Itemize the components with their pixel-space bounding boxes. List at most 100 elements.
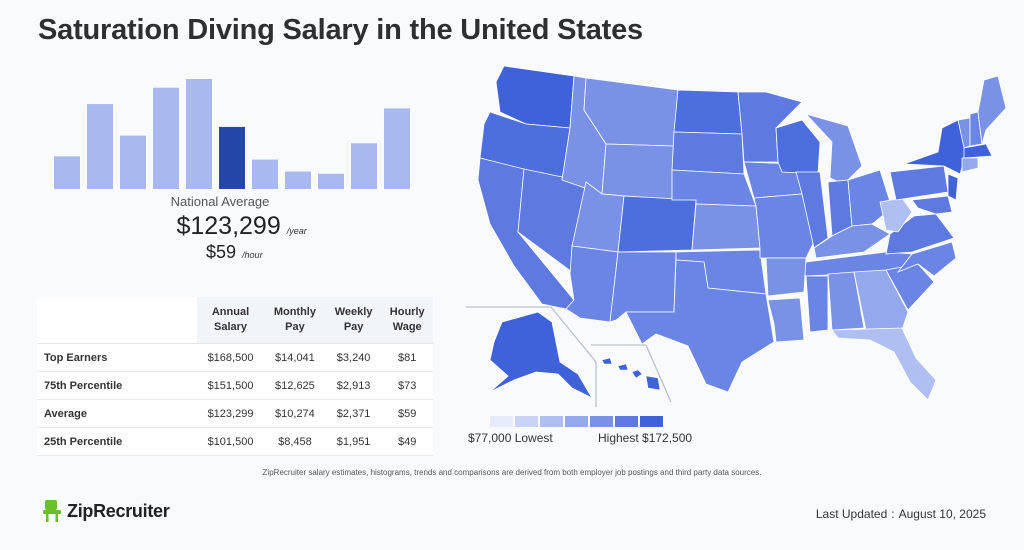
state-connecticut — [961, 157, 979, 173]
state-alaska — [489, 311, 594, 399]
histogram-bar — [120, 135, 146, 189]
state-pennsylvania — [889, 165, 949, 201]
cell-weekly: $2,371 — [325, 399, 382, 428]
row-label: 25th Percentile — [37, 427, 197, 456]
histogram-bar-national-average — [219, 126, 245, 189]
histogram-bar — [351, 143, 377, 189]
state-maryland — [911, 195, 953, 215]
histogram-bar — [186, 79, 212, 189]
state-kentucky — [813, 223, 891, 259]
state-arkansas — [765, 257, 807, 297]
cell-annual: $151,500 — [197, 371, 265, 400]
cell-weekly: $1,951 — [325, 427, 382, 456]
disclaimer-text: ZipRecruiter salary estimates, histogram… — [262, 468, 762, 477]
row-label: 75th Percentile — [37, 371, 197, 400]
state-massachusetts — [963, 143, 993, 159]
legend-swatch — [590, 416, 613, 427]
legend-swatch — [615, 416, 638, 427]
legend-low-label: $77,000 Lowest — [468, 431, 553, 445]
us-salary-map — [466, 65, 1006, 407]
histogram-bar — [318, 173, 344, 189]
state-kansas — [691, 203, 761, 251]
state-maine — [977, 75, 1006, 145]
state-wisconsin — [775, 119, 821, 175]
histogram-bar — [252, 159, 278, 189]
state-wyoming — [601, 143, 675, 201]
page-title: Saturation Diving Salary in the United S… — [38, 14, 643, 46]
legend-swatch — [515, 416, 538, 427]
inset-border-hawaii — [591, 344, 672, 403]
header-monthly-pay: Monthly Pay — [264, 297, 326, 344]
histogram-bar — [153, 87, 179, 189]
last-updated-separator: : — [891, 507, 895, 521]
cell-annual: $168,500 — [197, 343, 265, 372]
state-louisiana — [767, 297, 805, 343]
last-updated-date: August 10, 2025 — [898, 507, 986, 521]
row-label: Top Earners — [37, 343, 197, 372]
state-texas — [625, 259, 775, 393]
ziprecruiter-logo[interactable]: ZipRecruiter — [42, 499, 170, 523]
cell-hourly: $81 — [381, 343, 433, 372]
cell-monthly: $8,458 — [264, 427, 326, 456]
state-new-jersey — [947, 173, 959, 201]
hourly-unit: /hour — [242, 250, 263, 260]
histogram-bar — [87, 104, 113, 189]
cell-weekly: $2,913 — [325, 371, 382, 400]
national-hourly-amount: $59 — [206, 242, 237, 262]
cell-hourly: $59 — [381, 399, 433, 428]
legend-swatch — [490, 416, 513, 427]
table-row: 75th Percentile $151,500 $12,625 $2,913 … — [37, 371, 433, 400]
legend-swatch — [540, 416, 563, 427]
salary-table: Annual Salary Monthly Pay Weekly Pay Hourly… — [37, 297, 433, 456]
row-label: Average — [37, 399, 197, 428]
state-new-york — [903, 119, 967, 175]
state-north-dakota — [673, 89, 743, 135]
state-north-carolina — [896, 241, 957, 277]
state-florida — [831, 327, 937, 401]
state-georgia — [853, 269, 909, 331]
last-updated-label: Last Updated — [815, 507, 888, 521]
cell-hourly: $73 — [381, 371, 433, 400]
cell-hourly: $49 — [381, 427, 433, 456]
cell-annual: $101,500 — [197, 427, 265, 456]
cell-monthly: $12,625 — [264, 371, 326, 400]
state-mississippi — [805, 275, 829, 333]
annual-unit: /year — [286, 226, 307, 236]
state-ohio — [847, 169, 893, 227]
histogram-bar — [285, 171, 311, 189]
histogram-bar — [384, 108, 410, 189]
national-annual: $123,299/year — [120, 212, 360, 241]
header-hourly-wage: Hourly Wage — [381, 297, 433, 344]
salary-histogram — [54, 79, 410, 189]
header-annual-salary: Annual Salary — [197, 297, 265, 344]
cell-weekly: $3,240 — [325, 343, 382, 372]
last-updated: Last Updated: August 10, 2025 — [814, 507, 988, 521]
table-row: Average $123,299 $10,274 $2,371 $59 — [37, 399, 433, 428]
header-weekly-pay: Weekly Pay — [325, 297, 382, 344]
state-virginia — [885, 213, 955, 255]
histogram-bar — [54, 156, 80, 189]
state-arizona — [565, 245, 619, 323]
legend-swatch — [640, 416, 663, 427]
inset-border-alaska — [466, 306, 597, 407]
legend-swatch — [565, 416, 588, 427]
cell-annual: $123,299 — [197, 399, 265, 428]
table-row: Top Earners $168,500 $14,041 $3,240 $81 — [37, 343, 433, 372]
state-south-dakota — [671, 131, 745, 175]
table-row: 25th Percentile $101,500 $8,458 $1,951 $… — [37, 427, 433, 456]
national-average-label: National Average — [170, 194, 270, 209]
chair-icon — [43, 500, 61, 522]
table-header-row: Annual Salary Monthly Pay Weekly Pay Hourly… — [37, 297, 433, 344]
state-colorado — [617, 195, 697, 253]
state-alabama — [827, 271, 865, 331]
national-hourly: $59/hour — [206, 242, 263, 263]
cell-monthly: $10,274 — [264, 399, 326, 428]
state-hawaii — [601, 357, 661, 391]
logo-text: ZipRecruiter — [67, 500, 170, 521]
cell-monthly: $14,041 — [264, 343, 326, 372]
map-legend-scale — [490, 416, 663, 427]
state-new-mexico — [609, 251, 677, 323]
national-annual-amount: $123,299 — [176, 212, 281, 240]
legend-high-label: Highest $172,500 — [598, 431, 693, 445]
table-header-blank — [37, 297, 197, 344]
